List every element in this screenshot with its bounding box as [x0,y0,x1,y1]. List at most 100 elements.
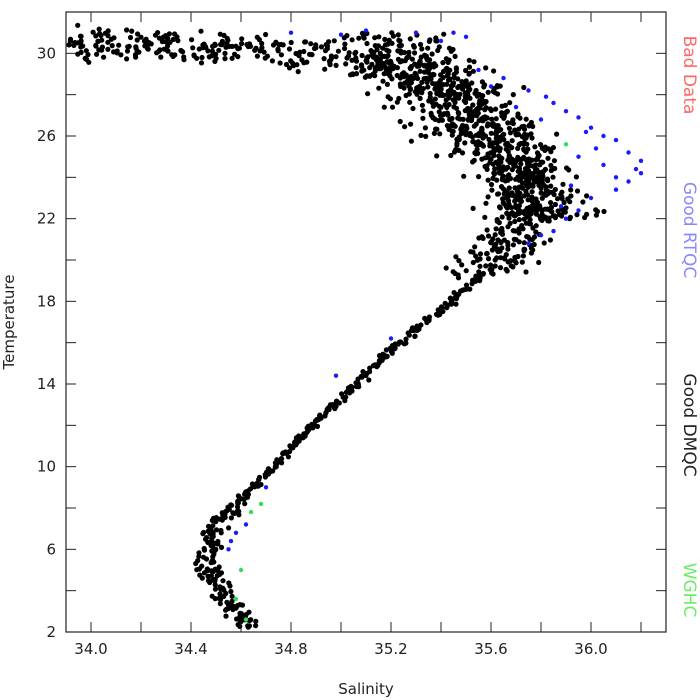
good-dmqc-point [502,110,508,116]
good-dmqc-point [154,50,160,56]
good-rtqc-point [576,208,581,213]
good-dmqc-point [199,54,205,61]
good-rtqc-point [558,204,564,209]
good-dmqc-point [288,39,294,46]
good-dmqc-point [527,221,534,227]
good-dmqc-point [470,205,476,211]
good-dmqc-point [545,178,551,184]
x-tick-label: 34.8 [274,640,307,658]
good-dmqc-point [533,229,539,235]
good-dmqc-point [493,159,499,165]
good-dmqc-point [239,602,246,608]
good-dmqc-point [451,104,457,110]
good-dmqc-point [286,65,293,71]
good-dmqc-point [239,36,245,42]
good-dmqc-point [322,66,328,72]
plot-frame [65,11,667,633]
good-dmqc-point [489,247,495,253]
good-dmqc-point [207,578,213,584]
good-dmqc-point [302,39,308,45]
good-dmqc-point [512,218,518,225]
good-dmqc-point [441,31,447,37]
good-dmqc-point [397,81,403,87]
good-dmqc-point [234,603,240,609]
good-dmqc-point [196,553,202,560]
x-tick-label: 34.4 [174,640,207,658]
good-dmqc-point [548,200,554,206]
good-dmqc-point [262,55,268,61]
good-dmqc-point [466,70,472,76]
good-dmqc-point [376,361,382,367]
good-dmqc-point [447,76,453,82]
good-dmqc-point [560,181,566,187]
good-dmqc-point [401,85,407,91]
good-dmqc-point [491,68,497,74]
good-dmqc-point [138,34,144,40]
good-dmqc-point [455,76,461,82]
good-dmqc-point [442,102,448,108]
good-dmqc-point [159,39,165,45]
good-dmqc-point [366,377,372,383]
good-dmqc-point [497,205,503,211]
good-dmqc-point [203,535,210,541]
good-dmqc-point [521,123,527,129]
good-dmqc-point [517,169,523,175]
good-dmqc-point [405,54,411,60]
good-dmqc-point [507,220,513,226]
good-dmqc-point [460,287,466,293]
good-dmqc-point [488,181,495,188]
good-dmqc-point [287,443,293,449]
good-dmqc-point [498,155,504,161]
x-tick-label: 35.6 [474,640,507,658]
good-dmqc-point [489,187,495,193]
good-dmqc-point [427,94,433,100]
good-dmqc-point [550,213,556,219]
good-dmqc-point [143,36,149,42]
good-dmqc-point [471,123,477,129]
good-dmqc-point [417,68,423,74]
y-tick-label: 14 [37,375,56,393]
good-rtqc-point [588,125,594,130]
good-dmqc-point [428,112,434,118]
good-dmqc-point [456,258,462,264]
good-rtqc-point [576,154,581,159]
good-dmqc-point [541,240,547,246]
good-dmqc-point [258,481,264,488]
good-dmqc-point [223,613,229,619]
good-dmqc-point [451,71,457,77]
good-dmqc-point [287,448,293,455]
good-dmqc-point [460,116,466,122]
good-dmqc-point [422,125,428,131]
good-dmqc-point [488,130,494,136]
good-dmqc-point [480,93,486,99]
good-dmqc-point [353,58,360,64]
good-dmqc-point [554,131,560,137]
good-dmqc-point [492,124,498,130]
good-dmqc-point [509,190,515,196]
good-dmqc-point [227,583,233,589]
good-dmqc-point [383,347,389,353]
good-dmqc-point [574,188,581,194]
good-dmqc-point [436,103,442,109]
good-dmqc-point [521,240,527,246]
good-dmqc-point [420,115,426,121]
good-dmqc-point [499,245,505,251]
good-dmqc-point [498,255,504,261]
good-dmqc-point [492,90,498,96]
good-dmqc-point [412,333,418,339]
good-rtqc-point [233,530,239,535]
good-dmqc-point [293,50,299,57]
good-dmqc-point [536,259,542,266]
y-tick-label: 22 [37,210,56,228]
legend-entry: Bad Data [679,36,699,115]
good-dmqc-point [495,144,501,150]
good-dmqc-point [213,55,219,62]
good-dmqc-point [555,208,561,214]
good-dmqc-point [207,531,213,537]
good-dmqc-point [487,106,493,112]
good-dmqc-point [474,257,481,263]
y-tick-label: 6 [46,540,56,558]
good-dmqc-point [86,59,92,65]
good-dmqc-point [594,208,601,215]
